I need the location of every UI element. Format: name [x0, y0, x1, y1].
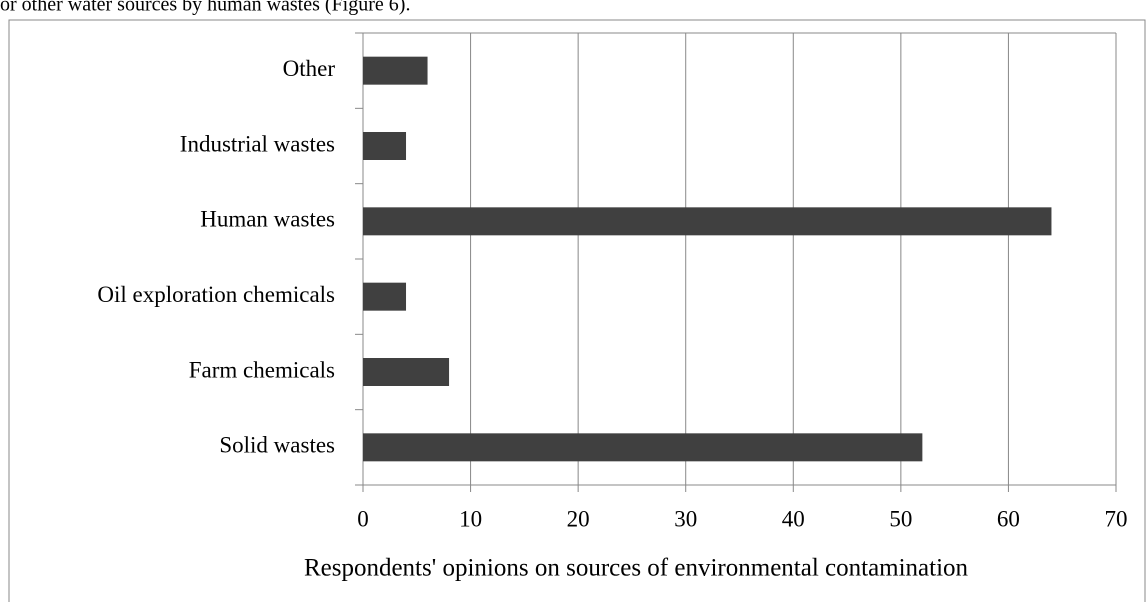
bar	[363, 207, 1052, 236]
x-tick-label: 0	[357, 506, 369, 531]
x-tick-label: 60	[997, 506, 1020, 531]
y-tick-label: Industrial wastes	[180, 131, 335, 156]
bar	[363, 56, 428, 85]
bar	[363, 433, 923, 462]
y-tick-label: Solid wastes	[219, 433, 335, 458]
x-axis-label: Respondents' opinions on sources of envi…	[304, 555, 969, 582]
bar	[363, 282, 407, 311]
chart-frame	[8, 19, 1146, 602]
y-tick-label: Oil exploration chemicals	[97, 282, 335, 307]
bar	[363, 132, 407, 160]
bar	[363, 358, 450, 386]
x-tick-label: 40	[782, 506, 805, 531]
y-tick-label: Farm chemicals	[189, 357, 335, 382]
x-tick-label: 50	[889, 506, 912, 531]
x-tick-label: 70	[1105, 506, 1128, 531]
x-tick-label: 10	[459, 506, 482, 531]
x-tick-label: 30	[674, 506, 697, 531]
context-text: or other water sources by human wastes (…	[0, 0, 410, 16]
x-tick-label: 20	[567, 506, 590, 531]
y-tick-label: Human wastes	[200, 207, 335, 232]
y-tick-label: Other	[283, 56, 336, 81]
